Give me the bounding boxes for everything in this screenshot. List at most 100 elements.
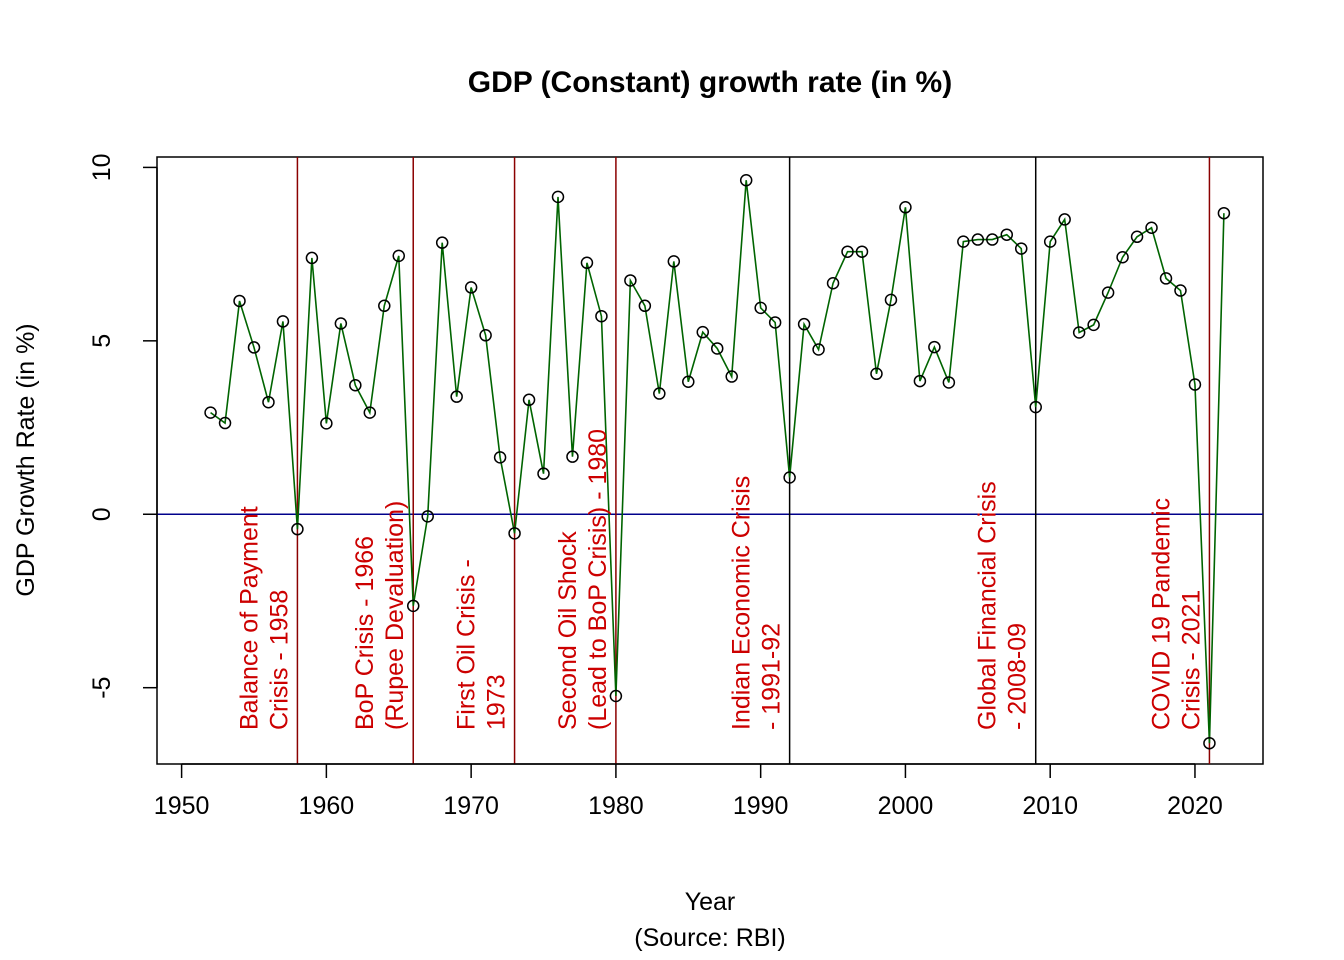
data-point-1981 [624, 274, 637, 287]
data-point-2011 [1058, 213, 1071, 226]
crisis-label-1958-line1: Balance of Payment [235, 506, 263, 730]
data-point-1973 [508, 527, 521, 540]
data-point-1969 [450, 390, 463, 403]
x-tick-label-2020: 2020 [1167, 792, 1223, 820]
data-point-1984 [667, 255, 681, 268]
crisis-label-2009-line1: Global Financial Crisis [974, 481, 1002, 730]
data-point-1965 [392, 249, 406, 263]
data-point-2017 [1145, 221, 1158, 235]
data-point-1954 [233, 294, 246, 308]
data-point-1968 [435, 236, 449, 249]
crisis-annotations: Balance of Payment Crisis - 1958 BoP Crisi… [235, 429, 1205, 730]
plot-frame [156, 156, 1264, 765]
growth-series [204, 173, 1231, 750]
source-note: (Source: RBI) [634, 924, 785, 952]
data-point-1967 [421, 510, 434, 523]
x-tick-label-1980: 1980 [588, 792, 644, 820]
data-point-1997 [855, 245, 869, 258]
crisis-label-2021-line2: Crisis - 2021 [1177, 590, 1205, 730]
data-point-2009 [1029, 400, 1042, 414]
y-tick-label-10: 10 [88, 153, 116, 181]
x-tick-label-1950: 1950 [154, 792, 210, 820]
data-point-2013 [1087, 318, 1100, 332]
data-point-1982 [638, 299, 652, 313]
data-point-2022 [1217, 206, 1231, 220]
data-point-1977 [566, 450, 579, 463]
data-point-1970 [464, 281, 478, 294]
reference-lines [157, 157, 1263, 764]
data-point-1988 [725, 370, 738, 383]
data-point-1961 [334, 317, 348, 330]
chart-title: GDP (Constant) growth rate (in %) [468, 66, 952, 99]
data-point-1998 [870, 367, 883, 381]
crisis-label-1973-line2: 1973 [483, 674, 511, 730]
data-point-1994 [812, 343, 825, 356]
data-point-1985 [682, 375, 695, 389]
crisis-label-1958-line2: Crisis - 1958 [265, 590, 293, 730]
data-point-1991 [768, 316, 782, 329]
x-tick-label-1970: 1970 [443, 792, 499, 820]
data-point-2007 [1000, 228, 1014, 241]
series-line [210, 180, 1225, 744]
x-tick-label-1990: 1990 [733, 792, 789, 820]
data-point-1953 [218, 416, 232, 430]
data-point-1992 [783, 471, 796, 484]
data-point-1979 [595, 309, 608, 323]
data-point-1976 [551, 190, 565, 204]
data-point-2006 [986, 233, 999, 246]
y-tick-label-0: 0 [88, 507, 116, 521]
data-point-2000 [899, 201, 912, 214]
x-axis: 1950 1960 1970 1980 1990 2000 2010 2020 [154, 763, 1223, 820]
x-tick-label-2000: 2000 [878, 792, 934, 820]
data-point-1986 [696, 325, 710, 339]
data-point-1974 [522, 393, 536, 407]
crisis-label-1980-line1: Second Oil Shock [554, 531, 582, 730]
data-point-2018 [1159, 272, 1173, 285]
data-point-1962 [349, 378, 362, 392]
data-point-1983 [653, 387, 666, 400]
crisis-label-1992-line2: - 1991-92 [758, 623, 786, 730]
data-point-2005 [971, 233, 985, 246]
data-point-2003 [942, 376, 956, 389]
data-point-1957 [276, 315, 290, 328]
crisis-label-1980-line2: (Lead to BoP Crisis) - 1980 [584, 429, 612, 730]
data-point-1987 [710, 342, 724, 355]
data-point-1959 [305, 251, 319, 265]
data-point-1971 [479, 329, 492, 342]
data-point-1996 [841, 245, 854, 258]
crisis-label-1992-line1: Indian Economic Crisis [728, 476, 756, 730]
data-point-2001 [913, 374, 927, 388]
data-point-1993 [797, 317, 811, 331]
data-point-1952 [204, 406, 217, 419]
data-point-2004 [957, 235, 970, 248]
data-point-2019 [1174, 284, 1187, 297]
data-point-1972 [493, 451, 507, 464]
data-point-1999 [884, 293, 898, 307]
crisis-label-1966-line2: (Rupee Devaluation) [381, 501, 409, 730]
data-point-1990 [754, 301, 767, 315]
data-point-1966 [406, 599, 420, 613]
data-point-1975 [537, 467, 550, 480]
data-point-2002 [928, 340, 941, 354]
data-point-2008 [1014, 242, 1028, 255]
data-point-1980 [609, 689, 623, 703]
crisis-label-1966-line1: BoP Crisis - 1966 [351, 536, 379, 730]
data-point-1989 [739, 173, 753, 187]
y-tick-label-5: 5 [88, 334, 116, 348]
x-tick-label-1960: 1960 [299, 792, 355, 820]
y-axis-label: GDP Growth Rate (in %) [12, 323, 40, 596]
data-point-1958 [291, 522, 304, 536]
data-point-1963 [363, 406, 377, 419]
crisis-label-1973-line1: First Oil Crisis - [453, 559, 481, 730]
data-point-2014 [1101, 286, 1115, 299]
y-tick-label--5: -5 [88, 677, 116, 699]
data-point-2021 [1203, 736, 1216, 750]
data-point-2016 [1130, 230, 1144, 244]
data-point-1995 [826, 277, 840, 290]
data-point-2015 [1116, 250, 1129, 264]
data-point-1960 [320, 417, 333, 430]
data-point-1956 [262, 395, 275, 409]
crisis-label-2009-line2: - 2008-09 [1004, 623, 1032, 730]
x-tick-label-2010: 2010 [1022, 792, 1078, 820]
